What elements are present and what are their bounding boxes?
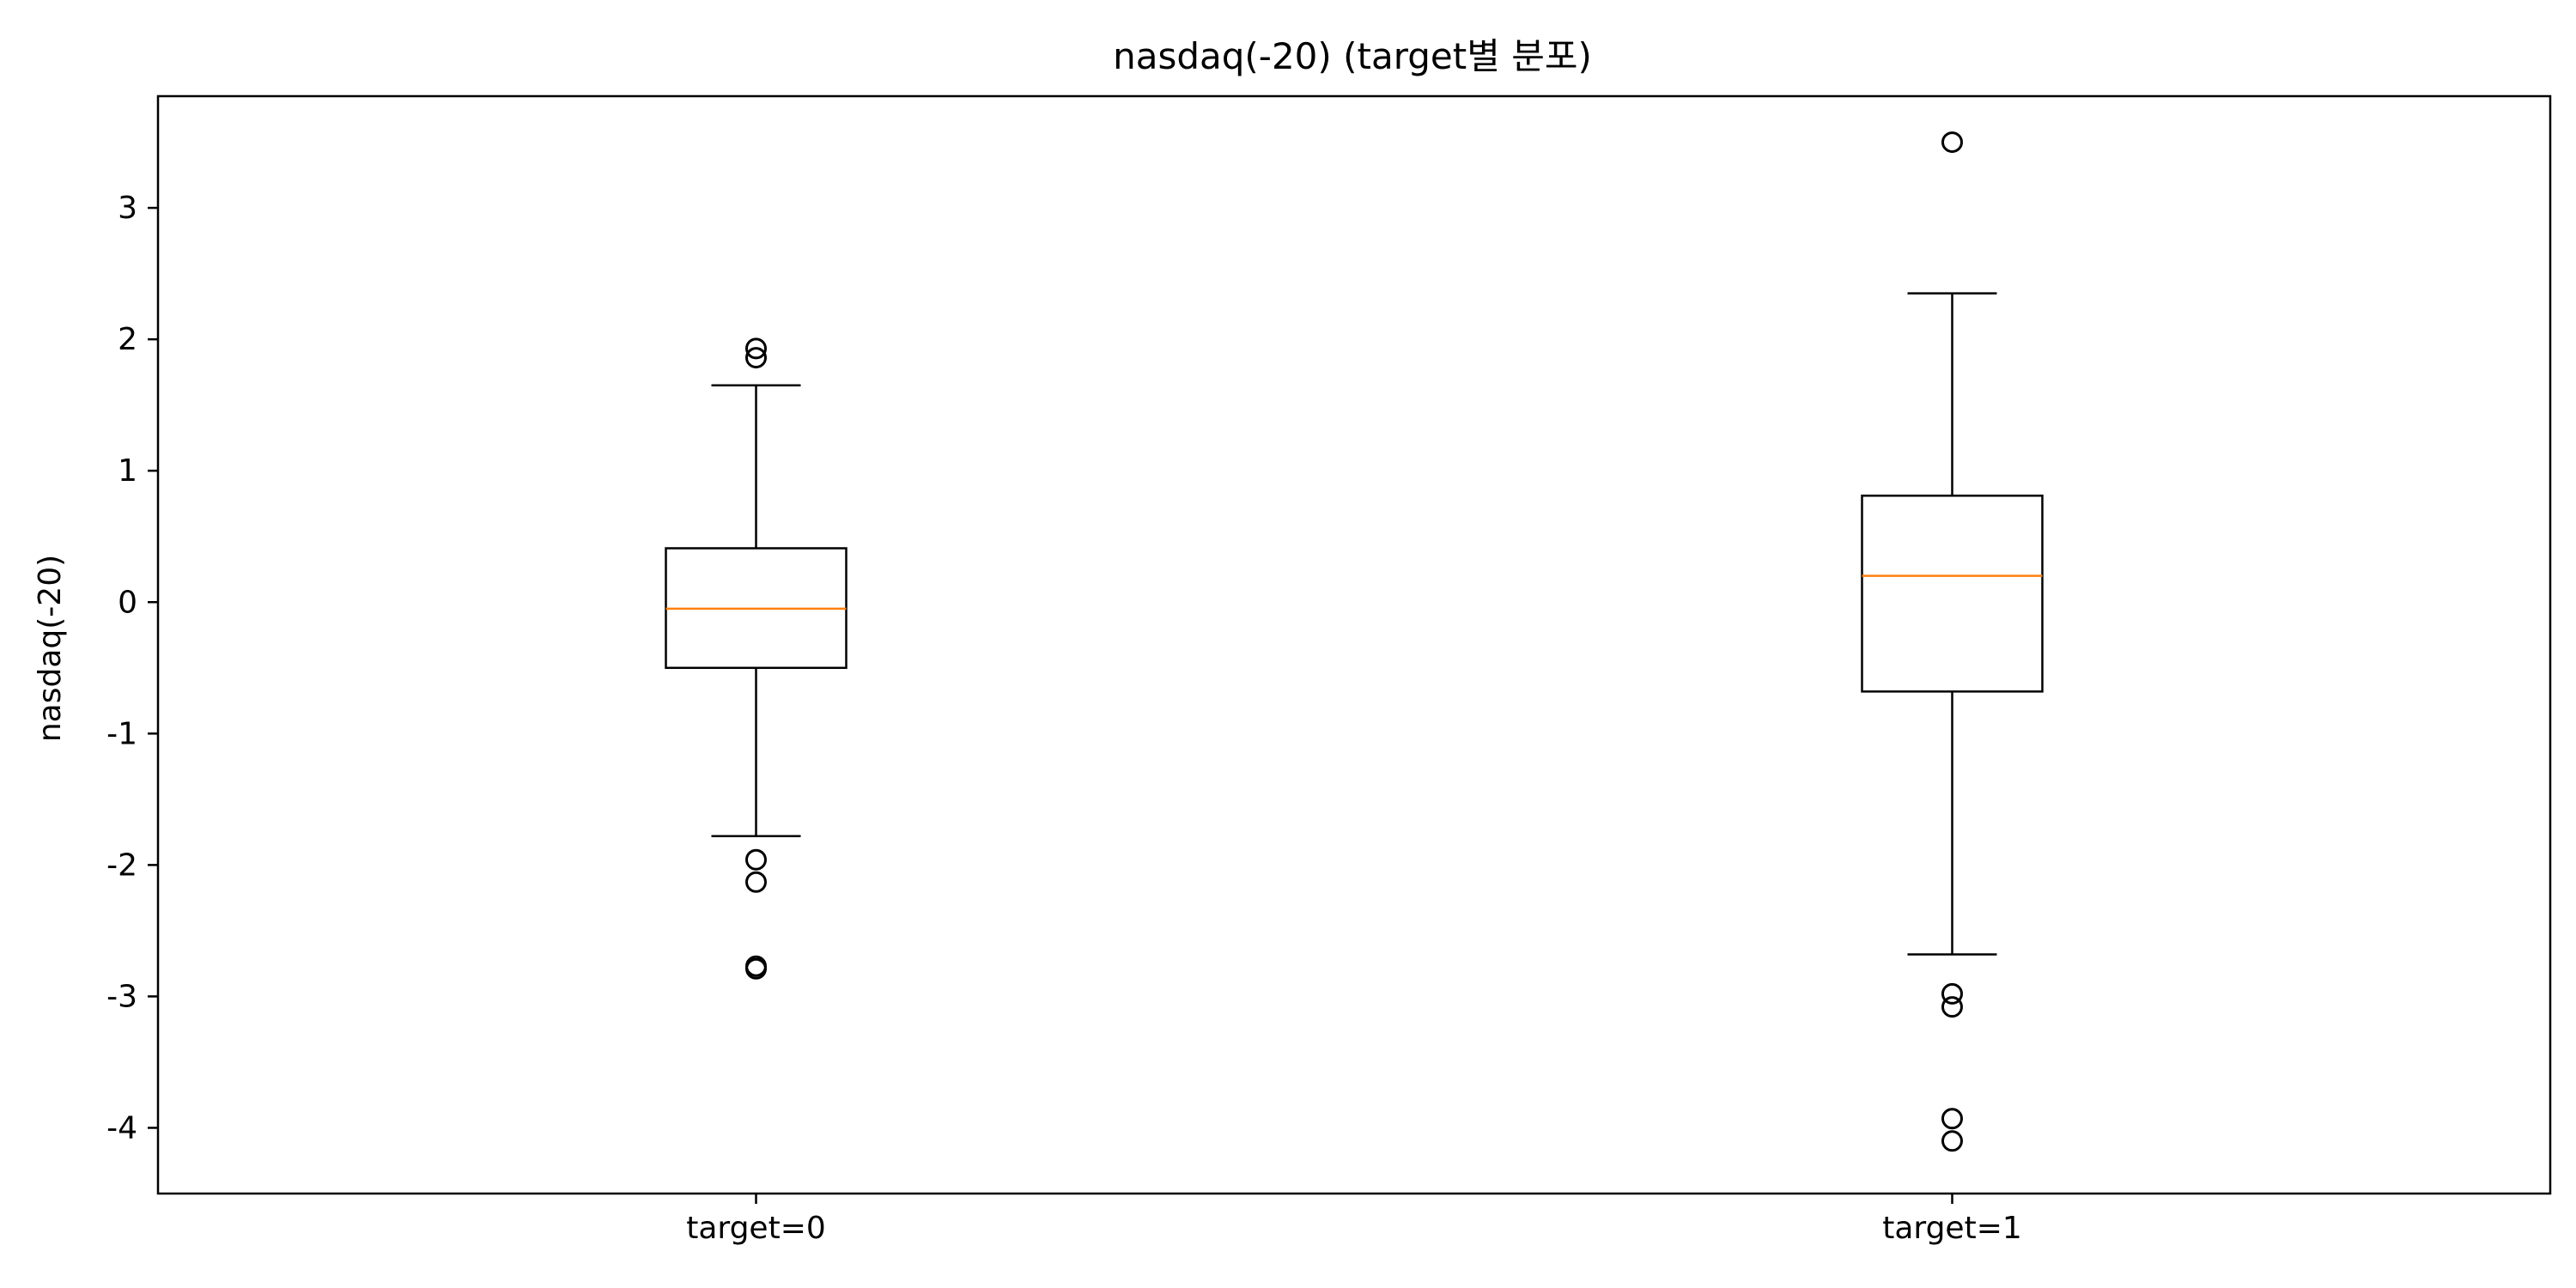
box-group (1861, 131, 2044, 1152)
y-tick-label: 1 (118, 453, 137, 489)
outlier-point (1941, 982, 1963, 1005)
x-tick-label: target=0 (686, 1211, 826, 1246)
outlier-point (745, 848, 767, 871)
outlier-point (1941, 1130, 1963, 1152)
y-tick-label: -1 (106, 716, 137, 751)
plot-marks (665, 131, 2044, 1152)
outlier-point (1941, 1108, 1963, 1130)
outlier-point (1941, 131, 1963, 154)
outlier-point (745, 957, 767, 980)
x-axis: target=0 target=1 (686, 1194, 2022, 1246)
y-tick-label: -2 (106, 848, 137, 883)
outlier-point (745, 871, 767, 893)
y-tick-label: -3 (106, 979, 137, 1014)
outlier-point (745, 337, 767, 360)
outlier-point (1941, 996, 1963, 1018)
y-axis: -4 -3 -2 -1 0 1 2 3 (106, 191, 158, 1145)
y-tick-label: -4 (106, 1110, 137, 1145)
y-tick-label: 2 (118, 322, 137, 357)
iqr-box (1861, 495, 2044, 693)
y-axis-label: nasdaq(-20) (33, 555, 68, 742)
plot-area-frame (156, 94, 2552, 1195)
y-tick-label: 0 (118, 585, 137, 620)
x-tick-label: target=1 (1882, 1211, 2022, 1246)
outlier-point (745, 347, 767, 369)
box-group (665, 337, 848, 980)
chart-title: nasdaq(-20) (target별 분포) (1113, 35, 1592, 77)
y-tick-label: 3 (118, 191, 137, 226)
